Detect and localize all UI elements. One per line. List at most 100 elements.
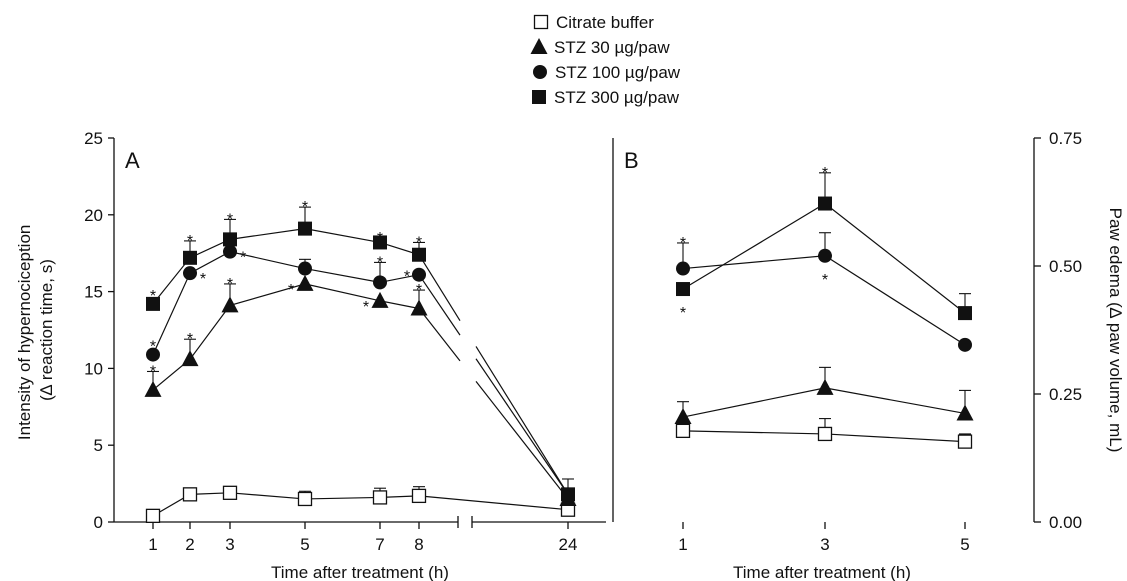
significance-mark: * — [227, 211, 233, 228]
data-point — [676, 282, 690, 297]
data-point — [144, 380, 162, 397]
significance-mark: * — [416, 282, 422, 299]
series-line-from-break — [475, 358, 569, 495]
panel-b-x-title: Time after treatment (h) — [733, 563, 911, 581]
legend-marker — [530, 38, 548, 54]
data-point — [221, 296, 239, 313]
panel-b-plot: * * * * — [674, 165, 974, 449]
data-point — [817, 426, 833, 442]
data-point — [183, 250, 197, 265]
significance-mark: * — [227, 276, 233, 293]
data-point — [371, 291, 389, 308]
y-tick-label: 0.25 — [1049, 385, 1082, 404]
data-point — [183, 266, 197, 281]
data-point — [818, 248, 832, 263]
data-point — [146, 347, 160, 362]
legend-label: STZ 300 µg/paw — [554, 88, 680, 107]
panel-a: A 0 5 10 15 20 25 1 2 3 5 7 8 24 Time after treatme… — [15, 129, 606, 581]
y-tick-label: 0.75 — [1049, 129, 1082, 148]
significance-mark: * — [187, 233, 193, 250]
series-line-to-break — [418, 254, 461, 321]
y-tick-label: 25 — [84, 129, 103, 148]
panel-a-y-title-line2: (∆ reaction time, s) — [37, 259, 56, 401]
significance-mark: * — [288, 282, 294, 299]
data-point — [296, 274, 314, 291]
x-tick-label: 2 — [185, 535, 194, 554]
x-tick-label: 24 — [559, 535, 578, 554]
data-point — [561, 487, 575, 502]
panel-b: B 0.00 0.25 0.50 0.75 1 3 5 Time after treatm… — [612, 129, 1125, 581]
data-point — [410, 299, 428, 316]
x-tick-label: 8 — [414, 535, 423, 554]
panel-a-y-title: Intensity of hypernociception (∆ reactio… — [15, 220, 56, 440]
significance-mark: * — [680, 235, 686, 252]
significance-mark: * — [822, 272, 828, 289]
data-point — [145, 508, 161, 524]
series-line — [682, 255, 966, 346]
significance-mark: * — [363, 299, 369, 316]
data-point — [411, 488, 427, 504]
legend-label: Citrate buffer — [556, 13, 654, 32]
data-point — [818, 196, 832, 211]
data-point — [298, 221, 312, 236]
data-point — [957, 434, 973, 449]
panel-a-y-title-line1: Intensity of hypernociception — [15, 225, 34, 440]
legend-label: STZ 100 µg/paw — [555, 63, 681, 82]
legend-marker — [532, 90, 546, 104]
panel-a-label: A — [125, 148, 140, 173]
x-tick-label: 3 — [820, 535, 829, 554]
x-tick-label: 1 — [148, 535, 157, 554]
data-point — [373, 235, 387, 250]
x-tick-label: 5 — [300, 535, 309, 554]
y-tick-label: 15 — [84, 283, 103, 302]
x-tick-label: 1 — [678, 535, 687, 554]
y-tick-label: 10 — [84, 359, 103, 378]
significance-mark: * — [240, 250, 246, 267]
y-tick-label: 5 — [94, 436, 103, 455]
data-point — [298, 261, 312, 276]
y-tick-label: 20 — [84, 206, 103, 225]
data-point — [223, 244, 237, 259]
legend-marker — [533, 65, 547, 79]
data-point — [146, 296, 160, 311]
significance-mark: * — [416, 234, 422, 251]
panel-a-plot: * * * * * * * * * * * * * * * * * — [144, 199, 577, 524]
y-tick-label: 0.00 — [1049, 513, 1082, 532]
y-tick-label: 0.50 — [1049, 257, 1082, 276]
series-line-to-break — [418, 308, 461, 362]
series-line-from-break — [475, 346, 569, 495]
panel-b-label: B — [624, 148, 639, 173]
significance-mark: * — [680, 305, 686, 322]
significance-mark: * — [200, 271, 206, 288]
data-point — [412, 247, 426, 262]
significance-mark: * — [822, 165, 828, 182]
significance-mark: * — [150, 288, 156, 305]
x-tick-label: 3 — [225, 535, 234, 554]
data-point — [297, 491, 313, 507]
series-line-to-break — [418, 274, 461, 336]
data-point — [958, 337, 972, 352]
data-point — [675, 423, 691, 439]
data-point — [181, 350, 199, 367]
x-tick-label: 7 — [375, 535, 384, 554]
data-point — [956, 404, 974, 421]
panel-b-y-title: Paw edema (∆ paw volume, mL) — [1106, 208, 1125, 453]
significance-mark: * — [150, 339, 156, 356]
panel-a-y-ticks: 0 5 10 15 20 25 — [84, 129, 114, 532]
significance-mark: * — [302, 199, 308, 216]
data-point — [412, 267, 426, 282]
legend-marker — [533, 14, 549, 30]
data-point — [223, 232, 237, 247]
series-line-from-break — [475, 380, 569, 500]
panel-a-x-ticks: 1 2 3 5 7 8 24 — [148, 522, 577, 554]
data-point — [816, 378, 834, 395]
data-point — [676, 261, 690, 276]
data-point — [222, 485, 238, 500]
panel-b-y-ticks: 0.00 0.25 0.50 0.75 — [1034, 129, 1082, 532]
significance-mark: * — [377, 254, 383, 271]
significance-mark: * — [377, 230, 383, 247]
data-point — [373, 275, 387, 290]
data-point — [372, 490, 388, 505]
x-tick-label: 5 — [960, 535, 969, 554]
